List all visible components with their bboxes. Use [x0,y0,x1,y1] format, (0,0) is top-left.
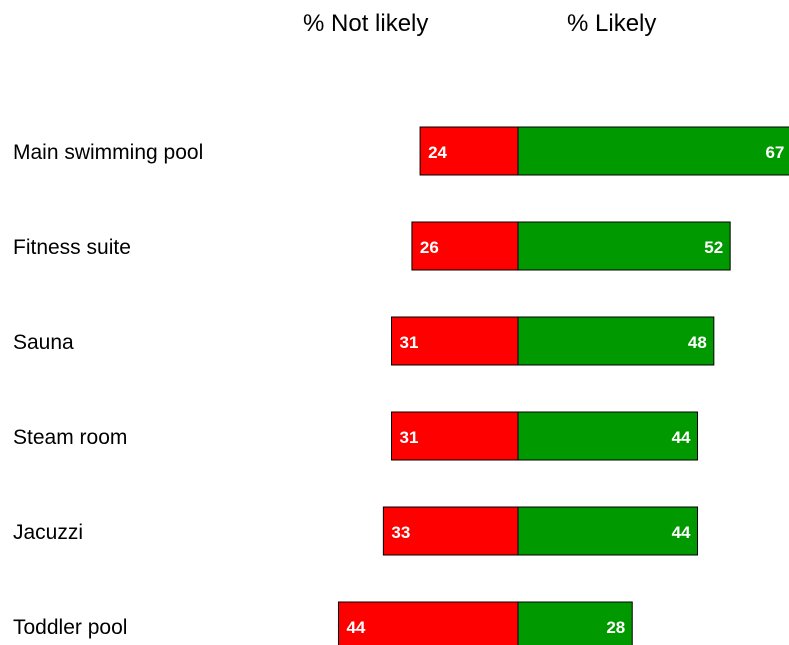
data-label-likely-toddler-pool: 28 [606,618,625,637]
category-label-main-swimming-pool: Main swimming pool [13,141,203,164]
bar-likely-jacuzzi [517,506,699,556]
header-not-likely: % Not likely [303,10,429,37]
bar-not-likely-toddler-pool [337,601,519,645]
category-label-sauna: Sauna [13,331,74,354]
bar-likely-fitness-suite [517,221,731,271]
bar-not-likely-jacuzzi [382,506,519,556]
category-label-fitness-suite: Fitness suite [13,236,131,259]
category-label-steam-room: Steam room [13,426,127,449]
data-label-not-likely-sauna: 31 [400,333,419,352]
bar-likely-sauna [517,316,715,366]
data-label-likely-steam-room: 44 [672,428,691,447]
data-label-likely-sauna: 48 [688,333,707,352]
data-label-likely-jacuzzi: 44 [672,523,691,542]
bar-likely-main-swimming-pool [517,126,789,176]
header-likely: % Likely [567,10,657,37]
data-label-likely-fitness-suite: 52 [704,238,723,257]
data-label-not-likely-toddler-pool: 44 [346,618,365,637]
bar-not-likely-steam-room [391,411,519,461]
data-label-not-likely-fitness-suite: 26 [420,238,439,257]
bar-not-likely-main-swimming-pool [419,126,519,176]
category-label-toddler-pool: Toddler pool [13,616,127,639]
data-label-not-likely-main-swimming-pool: 24 [428,143,447,162]
bar-likely-toddler-pool [517,601,633,645]
data-label-not-likely-steam-room: 31 [400,428,419,447]
data-label-likely-main-swimming-pool: 67 [765,143,784,162]
category-label-jacuzzi: Jacuzzi [13,521,83,544]
bar-likely-steam-room [517,411,699,461]
data-label-not-likely-jacuzzi: 33 [391,523,410,542]
